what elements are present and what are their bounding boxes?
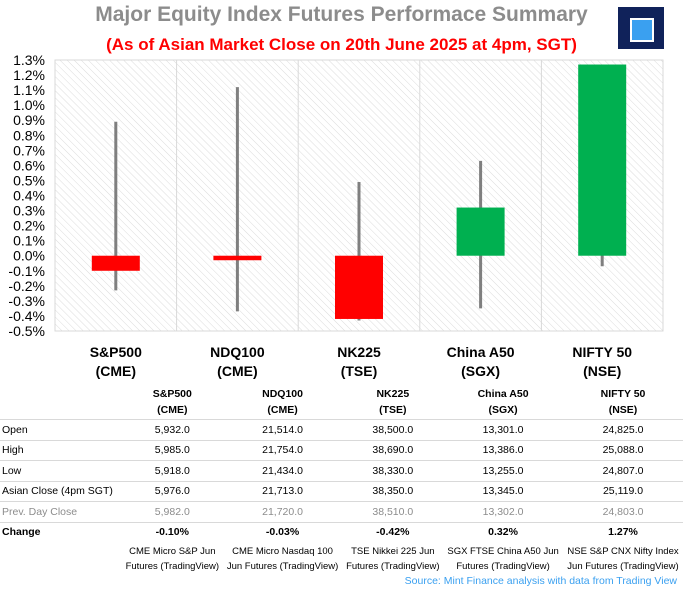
table-row-low: Low 5,918.0 21,434.0 38,330.0 13,255.0 2… [0,460,683,482]
table-cell: 25,119.0 [563,481,683,502]
chart-title: Major Equity Index Futures Performace Su… [95,3,588,26]
row-label: Asian Close (4pm SGT) [0,481,122,502]
table-cell: 13,302.0 [443,501,564,523]
y-tick-label: -0.3% [8,293,45,309]
table-cell: 5,982.0 [122,501,223,523]
y-tick-label: 1.0% [13,97,45,113]
table-header-cell: NDQ100 (CME) [222,385,343,420]
table-cell: 21,720.0 [222,501,343,523]
candle-body [91,255,140,271]
table-header-cell: NIFTY 50 (NSE) [563,385,683,420]
table-cell: 24,803.0 [563,501,683,523]
table-cell: 5,985.0 [122,440,223,461]
y-tick-label: 0.7% [13,142,45,158]
table-cell: 21,713.0 [222,481,343,502]
candle-body [335,255,383,319]
row-label: Prev. Day Close [0,501,122,523]
table-header-cell: China A50 (SGX) [443,385,564,420]
y-tick-label: 1.3% [13,52,45,68]
table-cell: 38,510.0 [342,501,444,523]
y-tick-label: 0.6% [13,157,45,173]
table-cell: 21,434.0 [222,460,343,482]
y-tick-label: -0.1% [8,263,45,279]
y-tick-label: -0.5% [8,323,45,339]
row-label: High [0,440,122,461]
table-cell: 38,350.0 [342,481,444,502]
candle-body [578,64,627,256]
y-tick-label: 0.0% [13,248,45,264]
change-cell: 1.27% [608,526,638,539]
table-row-open: Open 5,932.0 21,514.0 38,500.0 13,301.0 … [0,419,683,441]
table-header-row: S&P500 (CME) NDQ100 (CME) NK225 (TSE) China… [0,385,683,420]
table-cell: 25,088.0 [563,440,683,461]
y-tick-label: -0.2% [8,278,45,294]
y-tick-label: 1.1% [13,82,45,98]
y-tick-label: 1.2% [13,67,45,83]
table-corner [0,385,122,420]
y-tick-label: 0.9% [13,112,45,128]
price-table: S&P500 (CME) NDQ100 (CME) NK225 (TSE) China… [0,385,683,578]
source-cell: TSE Nikkei 225 Jun Futures (TradingView) [346,546,440,572]
candle-body [213,255,262,261]
table-cell: 13,345.0 [443,481,564,502]
y-tick-label: -0.4% [8,308,45,324]
table-row-change: Change -0.10% -0.03% -0.42% 0.32% 1.27% [0,522,683,542]
table-corner [0,542,122,578]
table-cell: 24,825.0 [563,419,683,441]
table-row-prev-close: Prev. Day Close 5,982.0 21,720.0 38,510.… [0,501,683,523]
change-cell: -0.10% [155,526,189,539]
x-tick-label: S&P500 [90,344,142,360]
table-cell: 13,255.0 [443,460,564,482]
table-cell: 38,500.0 [342,419,444,441]
candlestick-chart: 1.3%1.2%1.1%1.0%0.9%0.8%0.7%0.6%0.5%0.4%… [8,52,664,379]
table-header-cell: S&P500 (CME) [122,385,223,420]
y-tick-label: 0.5% [13,172,45,188]
row-label: Low [0,460,122,482]
change-cell: -0.42% [376,526,410,539]
x-tick-label: NK225 [337,344,381,360]
table-cell: 24,807.0 [563,460,683,482]
table-header-cell: NK225 (TSE) [342,385,444,420]
x-tick-sublabel: (CME) [217,363,257,379]
y-tick-label: 0.3% [13,203,45,219]
table-cell: 38,330.0 [342,460,444,482]
source-cell: NSE S&P CNX Nifty Index Jun Futures (Trad… [567,546,679,572]
table-cell: 5,932.0 [122,419,223,441]
table-row-asian-close: Asian Close (4pm SGT) 5,976.0 21,713.0 3… [0,481,683,502]
change-cell: -0.03% [265,526,300,539]
candle-body [456,207,505,256]
table-cell: 38,690.0 [342,440,444,461]
x-tick-sublabel: (SGX) [461,363,500,379]
table-cell: 13,301.0 [443,419,564,441]
row-label: Change [2,526,41,539]
brand-logo [618,7,664,49]
table-row-sources: CME Micro S&P Jun Futures (TradingView) C… [0,542,683,578]
table-cell: 5,976.0 [122,481,223,502]
x-tick-label: NIFTY 50 [572,344,632,360]
change-cell: 0.32% [488,526,518,539]
x-tick-sublabel: (TSE) [341,363,378,379]
row-label: Open [0,419,122,441]
table-row-high: High 5,985.0 21,754.0 38,690.0 13,386.0 … [0,440,683,461]
chart-subtitle: (As of Asian Market Close on 20th June 2… [106,35,577,54]
y-tick-label: 0.1% [13,233,45,249]
y-tick-label: 0.2% [13,218,45,234]
table-cell: 13,386.0 [443,440,564,461]
x-tick-sublabel: (NSE) [583,363,621,379]
table-cell: 21,514.0 [222,419,343,441]
x-tick-label: NDQ100 [210,344,265,360]
source-cell: CME Micro S&P Jun Futures (TradingView) [125,546,220,572]
source-cell: SGX FTSE China A50 Jun Futures (TradingVi… [447,546,559,572]
y-tick-label: 0.8% [13,127,45,143]
table-cell: 5,918.0 [122,460,223,482]
x-tick-sublabel: (CME) [96,363,136,379]
source-footer: Source: Mint Finance analysis with data … [404,575,677,587]
y-tick-label: 0.4% [13,188,45,204]
table-cell: 21,754.0 [222,440,343,461]
logo-square-icon [630,18,654,42]
x-tick-label: China A50 [447,344,515,360]
source-cell: CME Micro Nasdaq 100 Jun Futures (Trading… [226,546,339,572]
